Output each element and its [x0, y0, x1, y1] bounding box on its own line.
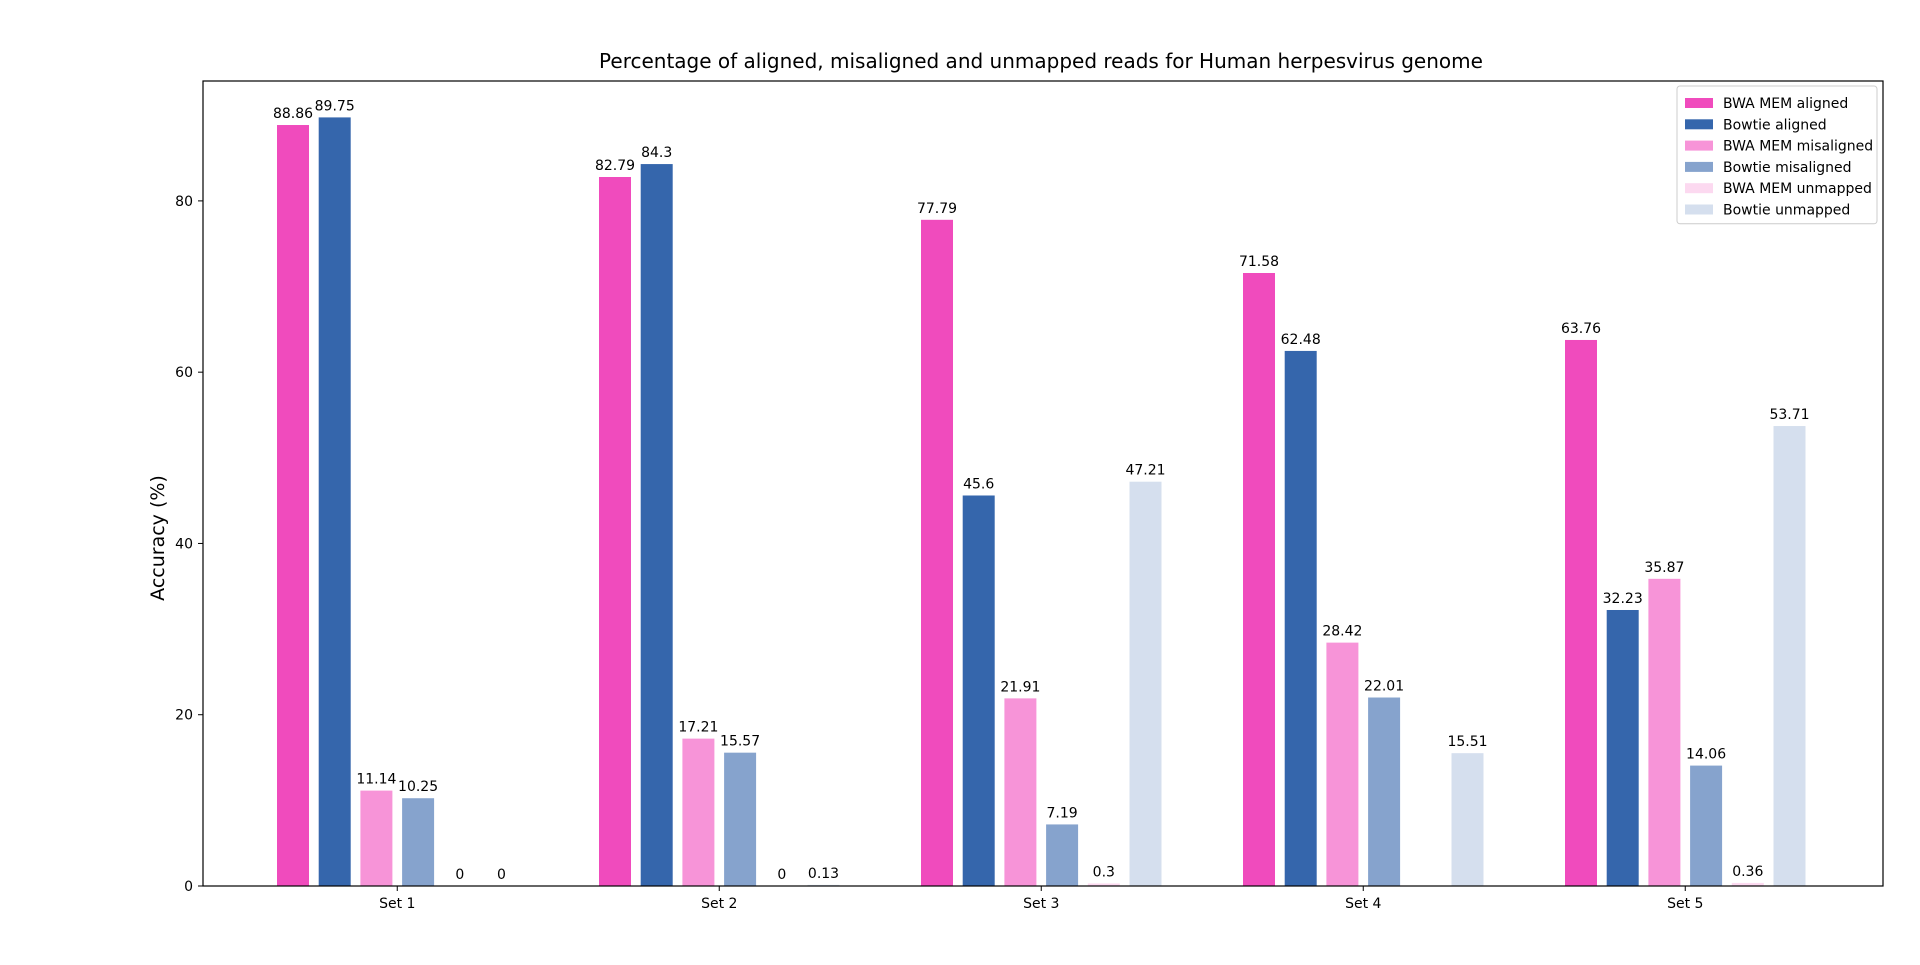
bar — [1243, 273, 1275, 886]
bar — [1648, 578, 1681, 886]
legend-label: BWA MEM aligned — [1723, 96, 1848, 112]
bar-value-label: 63.76 — [1561, 321, 1601, 337]
y-tick-label: 0 — [184, 879, 193, 895]
bar-value-label: 10.25 — [398, 779, 438, 795]
y-tick-label: 20 — [175, 708, 193, 724]
bar-value-label: 45.6 — [963, 476, 994, 492]
bars-layer — [277, 117, 1806, 887]
bar — [1606, 609, 1639, 886]
legend-swatch — [1685, 140, 1713, 151]
bar — [1565, 339, 1597, 887]
bar-value-label: 17.21 — [678, 720, 718, 736]
bar-value-label: 11.14 — [356, 772, 396, 788]
legend-swatch — [1685, 98, 1713, 108]
legend-label: BWA MEM misaligned — [1723, 139, 1873, 155]
chart-title: Percentage of aligned, misaligned and un… — [599, 49, 1483, 73]
bar-value-label: 62.48 — [1281, 332, 1321, 348]
bar-value-label: 14.06 — [1686, 747, 1726, 763]
bar-value-label: 0.13 — [808, 866, 839, 882]
bar-value-label: 32.23 — [1603, 591, 1643, 607]
y-tick-label: 40 — [175, 536, 193, 552]
legend-label: BWA MEM unmapped — [1723, 181, 1872, 197]
bar — [1046, 824, 1079, 886]
bar-value-label: 88.86 — [273, 106, 313, 122]
bar-value-label: 35.87 — [1644, 560, 1684, 576]
legend-label: Bowtie unmapped — [1723, 203, 1850, 219]
bar-value-label: 0 — [777, 867, 786, 883]
bar-value-label: 71.58 — [1239, 254, 1279, 270]
bar — [277, 125, 309, 886]
bar — [1690, 765, 1723, 886]
bar — [682, 738, 715, 886]
bar — [1326, 642, 1359, 886]
bar-value-label: 0 — [455, 867, 464, 883]
x-tick-label: Set 4 — [1345, 896, 1381, 912]
bar — [1087, 883, 1120, 886]
bar — [1773, 426, 1806, 886]
bar — [599, 177, 631, 886]
legend-swatch — [1685, 183, 1713, 194]
bar — [1004, 698, 1037, 886]
legend-label: Bowtie misaligned — [1723, 160, 1852, 176]
y-axis: 0 20 40 60 80 — [175, 194, 203, 895]
bar-value-label: 77.79 — [917, 201, 957, 217]
y-tick-label: 60 — [175, 365, 193, 381]
bar — [318, 117, 351, 886]
x-axis: Set 1 Set 2 Set 3 Set 4 Set 5 — [379, 886, 1703, 912]
plot-area-frame — [202, 80, 1884, 887]
bar-value-label: 21.91 — [1000, 679, 1040, 695]
x-tick-label: Set 2 — [701, 896, 737, 912]
bar-value-label: 0.36 — [1732, 864, 1763, 880]
y-axis-label: Accuracy (%) — [147, 475, 169, 601]
bar-value-label: 15.51 — [1447, 734, 1487, 750]
bar-value-label: 84.3 — [641, 145, 672, 161]
legend: BWA MEM aligned Bowtie aligned BWA MEM mis… — [1676, 85, 1878, 225]
bar-value-label: 28.42 — [1322, 624, 1362, 640]
bar — [1451, 753, 1484, 886]
legend-swatch — [1685, 161, 1713, 172]
y-tick-label: 80 — [175, 194, 193, 210]
legend-swatch — [1685, 119, 1713, 130]
x-tick-label: Set 3 — [1023, 896, 1059, 912]
bar — [1284, 350, 1317, 886]
legend-swatch — [1685, 204, 1713, 215]
bar-value-label: 89.75 — [315, 98, 355, 114]
bar — [1731, 882, 1764, 886]
bar-value-label: 82.79 — [595, 158, 635, 174]
value-labels-layer: 88.86 82.79 77.79 71.58 63.76 89.75 84.3 45.6 62… — [273, 98, 1810, 883]
bar — [962, 495, 995, 886]
bar — [402, 798, 435, 886]
bar — [640, 164, 673, 886]
bar-value-label: 0 — [497, 867, 506, 883]
x-tick-label: Set 5 — [1667, 896, 1703, 912]
x-tick-label: Set 1 — [379, 896, 415, 912]
bar-value-label: 53.71 — [1769, 407, 1809, 423]
bar-value-label: 0.3 — [1093, 864, 1115, 880]
bar — [1129, 481, 1162, 886]
bar — [1368, 697, 1401, 886]
bar-value-label: 47.21 — [1125, 463, 1165, 479]
bar-value-label: 7.19 — [1047, 805, 1078, 821]
bar-value-label: 15.57 — [720, 734, 760, 750]
bar — [921, 219, 953, 886]
bar-value-label: 22.01 — [1364, 679, 1404, 695]
legend-label: Bowtie aligned — [1723, 117, 1827, 133]
bar — [724, 752, 757, 886]
bar — [360, 790, 393, 886]
legend-box — [1676, 85, 1878, 225]
